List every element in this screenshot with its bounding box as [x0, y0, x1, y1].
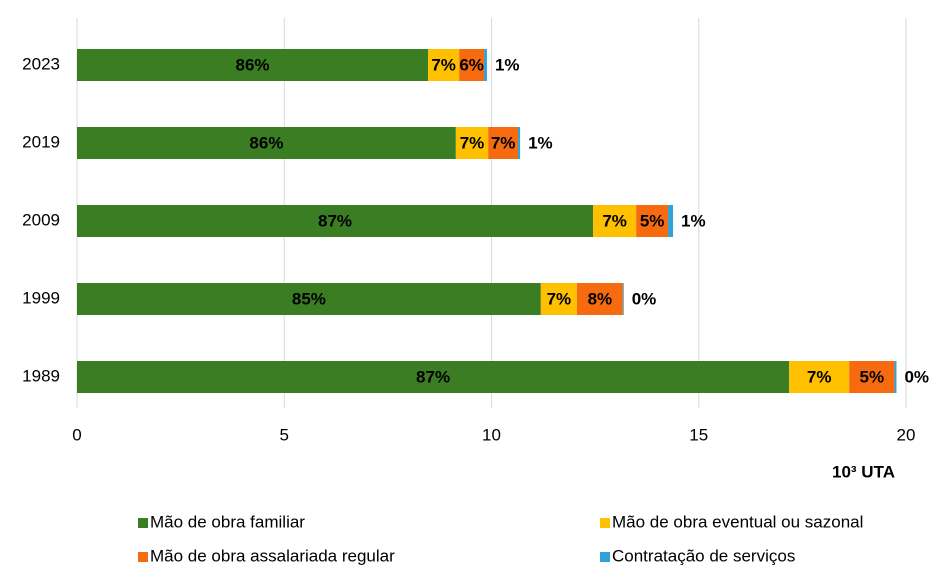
- bar-segment: [77, 283, 541, 315]
- bar-segment: [77, 127, 456, 159]
- data-label: 6%: [459, 55, 484, 74]
- bar-segment: [849, 361, 895, 393]
- bar-segment: [77, 205, 594, 237]
- data-label: 7%: [460, 133, 485, 152]
- y-tick-label: 2009: [22, 210, 60, 229]
- data-label: 7%: [431, 55, 456, 74]
- data-label: 7%: [547, 289, 572, 308]
- data-label: 8%: [588, 289, 613, 308]
- bar-segment: [459, 49, 485, 81]
- data-label: 5%: [860, 367, 885, 386]
- legend-swatch: [600, 518, 610, 528]
- data-label: 87%: [416, 367, 450, 386]
- bar-segment: [484, 49, 487, 81]
- y-tick-label: 1989: [22, 366, 60, 385]
- data-label: 7%: [491, 133, 516, 152]
- bar-segment: [593, 205, 637, 237]
- legend-swatch: [138, 552, 148, 562]
- data-label: 86%: [236, 55, 270, 74]
- bar-segment: [789, 361, 850, 393]
- data-label: 1%: [495, 55, 520, 74]
- data-label: 85%: [292, 289, 326, 308]
- legend-label: Mão de obra assalariada regular: [150, 546, 395, 565]
- x-tick-label: 10: [482, 425, 501, 444]
- bar-segment: [894, 361, 897, 393]
- data-label: 0%: [904, 367, 929, 386]
- bar-segment: [488, 127, 519, 159]
- data-label: 1%: [528, 133, 553, 152]
- y-tick-label: 2023: [22, 54, 60, 73]
- data-label: 1%: [681, 211, 706, 230]
- bar-segment: [77, 49, 429, 81]
- bar-segment: [636, 205, 669, 237]
- x-tick-label: 15: [689, 425, 708, 444]
- x-tick-label: 20: [897, 425, 916, 444]
- data-label: 5%: [640, 211, 665, 230]
- data-label: 87%: [318, 211, 352, 230]
- data-label: 7%: [807, 367, 832, 386]
- bar-segment: [77, 361, 790, 393]
- bar-segment: [576, 283, 623, 315]
- bar-segment: [428, 49, 460, 81]
- bar-segment: [540, 283, 577, 315]
- bar-segment: [622, 283, 624, 315]
- x-tick-label: 5: [280, 425, 289, 444]
- y-tick-label: 1999: [22, 288, 60, 307]
- legend-label: Contratação de serviços: [612, 546, 795, 565]
- bar-segment: [518, 127, 521, 159]
- y-tick-label: 2019: [22, 132, 60, 151]
- bar-segment: [668, 205, 674, 237]
- x-tick-label: 0: [72, 425, 81, 444]
- legend-swatch: [138, 518, 148, 528]
- data-label: 86%: [249, 133, 283, 152]
- x-axis-label: 10³ UTA: [832, 462, 895, 481]
- data-label: 7%: [602, 211, 627, 230]
- bar-segment: [455, 127, 489, 159]
- legend-label: Mão de obra eventual ou sazonal: [612, 512, 863, 531]
- legend-swatch: [600, 552, 610, 562]
- legend-label: Mão de obra familiar: [150, 512, 305, 531]
- data-label: 0%: [632, 289, 657, 308]
